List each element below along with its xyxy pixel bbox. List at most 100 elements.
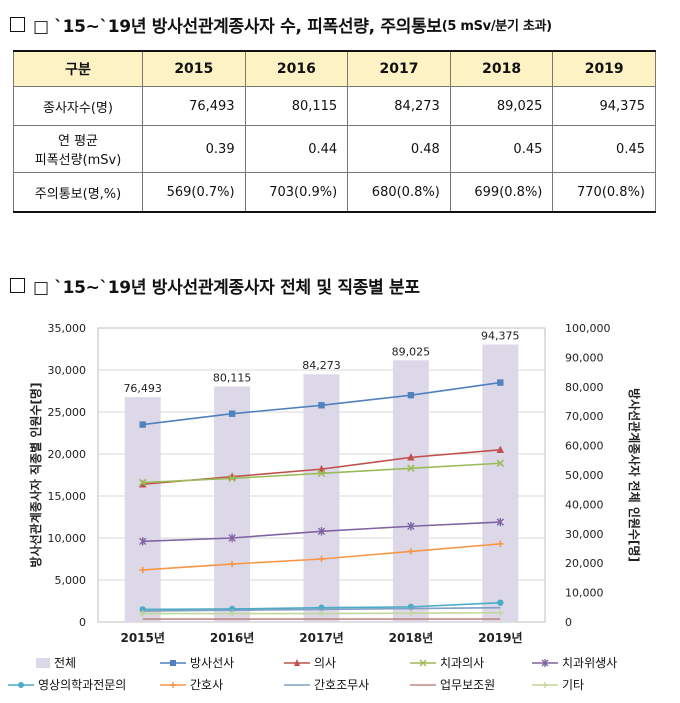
section1-title-suffix: (5 mSv/분기 초과): [441, 19, 552, 34]
legend-swatch: [160, 681, 186, 688]
data-point: [497, 540, 504, 548]
y2-tick-label: 20,000: [565, 557, 604, 570]
legend-item: 영상의학과전문의: [8, 676, 126, 693]
y-tick-label: 0: [79, 616, 86, 629]
data-point: [139, 480, 147, 488]
y-tick-label: 5,000: [55, 574, 87, 587]
legend-label: 의사: [314, 656, 337, 670]
bar: [482, 344, 519, 622]
table-cell: 703(0.9%): [244, 172, 349, 213]
legend-label: 영상의학과전문의: [38, 678, 127, 692]
data-point: [496, 517, 504, 527]
legend-swatch: [410, 659, 436, 666]
data-point: [228, 410, 236, 417]
table-header-row: 구분 2015 2016 2017 2018 2019: [13, 50, 656, 87]
summary-table: 구분 2015 2016 2017 2018 2019 종사자수(명) 76,4…: [13, 50, 656, 213]
table-cell: 699(0.8%): [449, 172, 554, 213]
data-point: [496, 445, 504, 453]
y-tick-label: 30,000: [48, 364, 87, 377]
bar: [124, 397, 161, 622]
legend-swatch: [532, 658, 558, 667]
legend-item: 의사: [284, 654, 336, 671]
data-point: [407, 464, 415, 473]
table-cell: 76,493: [142, 86, 246, 126]
y2-tick-label: 70,000: [565, 410, 604, 423]
y2-tick-label: 10,000: [565, 587, 604, 600]
table-cell: 0.48: [347, 125, 451, 173]
data-point: [228, 533, 236, 543]
table-cell: 0.45: [449, 125, 554, 173]
legend-item: 방사선사: [160, 654, 234, 671]
y2-tick-label: 0: [565, 616, 572, 629]
y2-tick-label: 30,000: [565, 528, 604, 541]
legend-label: 기타: [562, 678, 585, 692]
data-point: [228, 474, 236, 483]
legend-swatch: [36, 657, 50, 668]
x-tick-label: 2018년: [389, 631, 433, 645]
section2-title-text: □ `15~`19년 방사선관계종사자 전체 및 직종별 분포: [33, 278, 420, 298]
bar-data-label: 76,493: [123, 382, 162, 395]
row-label-line2: 피폭선량(mSv): [34, 153, 122, 168]
table-header-cell: 2019: [552, 50, 656, 87]
data-point: [496, 459, 505, 468]
table-header-cell: 2017: [347, 50, 451, 87]
legend-item: 간호조무사: [284, 676, 369, 693]
table-cell: 680(0.8%): [347, 172, 451, 213]
chart-legend: 전체 방사선사 의사 치과의사 치과위생사 영상의학과전문의 간호사 간호조무사 업무보조원 기타: [8, 651, 676, 697]
checkbox-square-icon: [10, 17, 25, 32]
data-point: [497, 379, 504, 386]
x-tick-label: 2017년: [299, 631, 343, 645]
data-point: [228, 560, 236, 568]
data-point: [407, 609, 415, 617]
row-label-line1: 연 평균: [57, 134, 98, 149]
legend-label: 치과의사: [440, 656, 485, 670]
checkbox-square-icon: [10, 278, 25, 293]
data-point: [318, 555, 325, 563]
row-label: 연 평균 피폭선량(mSv): [13, 125, 143, 173]
legend-swatch: [284, 683, 310, 686]
legend-item: 간호사: [160, 676, 223, 693]
x-tick-label: 2015년: [120, 631, 164, 645]
legend-swatch: [284, 658, 310, 666]
y-tick-label: 10,000: [48, 532, 87, 545]
data-point: [497, 599, 504, 606]
y2-tick-label: 80,000: [565, 381, 604, 394]
data-point: [317, 527, 326, 536]
y-tick-label: 25,000: [48, 406, 87, 419]
table-row: 주의통보(명,%) 569(0.7%) 703(0.9%) 680(0.8%) …: [13, 172, 656, 213]
table-row: 연 평균 피폭선량(mSv) 0.39 0.44 0.48 0.45 0.45: [13, 125, 656, 173]
table-cell: 94,375: [552, 86, 656, 126]
bar-data-label: 89,025: [392, 345, 431, 358]
bar-data-label: 80,115: [213, 371, 252, 384]
row-label: 종사자수(명): [13, 86, 143, 126]
legend-label: 간호사: [190, 678, 224, 692]
data-point: [139, 566, 146, 574]
x-tick-label: 2016년: [210, 631, 254, 645]
section1-title: □ `15~`19년 방사선관계종사자 수, 피폭선량, 주의통보 (5 mSv…: [10, 12, 552, 37]
y2-tick-label: 50,000: [565, 469, 604, 482]
y-tick-label: 35,000: [48, 322, 87, 335]
table-cell: 0.44: [244, 125, 349, 173]
data-point: [407, 453, 415, 461]
section2-title: □ `15~`19년 방사선관계종사자 전체 및 직종별 분포: [10, 273, 420, 298]
y2-tick-label: 40,000: [565, 498, 604, 511]
bar-data-label: 84,273: [302, 359, 341, 372]
legend-swatch: [532, 681, 558, 688]
legend-label: 업무보조원: [440, 678, 496, 692]
row-label: 주의통보(명,%): [13, 172, 143, 213]
table-cell: 84,273: [347, 86, 451, 126]
data-point: [318, 402, 325, 409]
table-header-cell: 2018: [449, 50, 554, 87]
table-header-cell: 2016: [244, 50, 349, 87]
section1-title-text: □ `15~`19년 방사선관계종사자 수, 피폭선량, 주의통보: [33, 17, 442, 37]
data-point: [139, 421, 146, 428]
legend-swatch: [160, 659, 186, 666]
table-cell: 569(0.7%): [142, 172, 246, 213]
y2-axis-label: 방사선관계종사자 전체 인원수[명]: [627, 388, 642, 562]
y-axis-label: 방사선관계종사자 직종별 인원수[명]: [28, 383, 43, 568]
x-tick-label: 2019년: [478, 631, 522, 645]
legend-swatch: [410, 683, 436, 686]
y-tick-label: 15,000: [48, 490, 87, 503]
data-point: [139, 537, 147, 546]
distribution-chart: 0 5,000 10,000 15,000 20,000 25,000 30,000 35,0…: [28, 322, 642, 645]
